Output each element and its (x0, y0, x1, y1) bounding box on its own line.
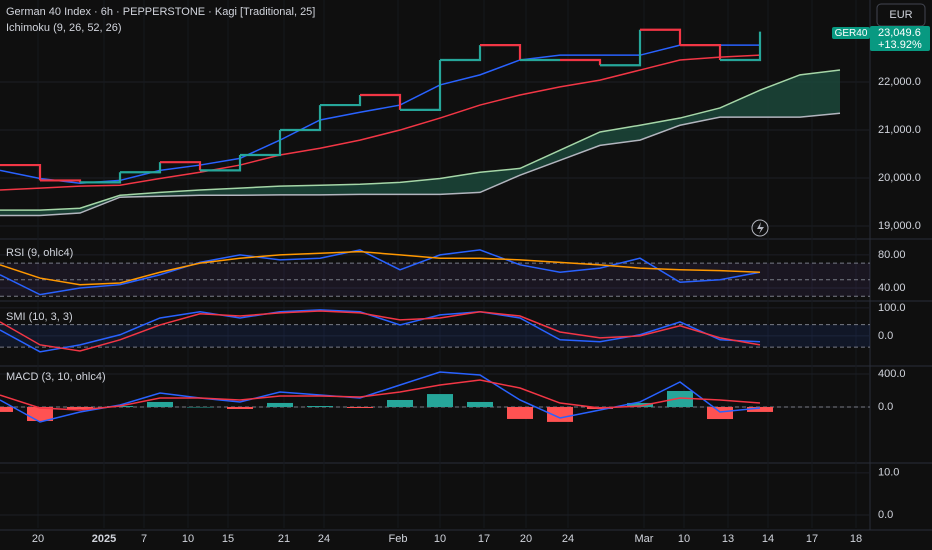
last-price: 23,049.6 (878, 27, 921, 39)
indicator-line (0, 54, 761, 191)
indicator-line (0, 69, 841, 211)
smi-title: SMI (10, 3, 3) (6, 311, 73, 323)
histogram-bar (147, 401, 173, 407)
x-tick-label: 10 (678, 533, 690, 545)
x-tick-label: 10 (182, 533, 194, 545)
kagi-segment (480, 44, 522, 60)
kagi-segment (360, 93, 402, 110)
x-tick-label: 7 (141, 533, 147, 545)
kagi-segment (80, 172, 122, 184)
x-tick-label: 24 (562, 533, 574, 545)
histogram-bar (707, 406, 733, 420)
kagi-segment (560, 58, 602, 66)
kagi-segment (680, 44, 722, 60)
y-tick-label: 40.00 (878, 282, 906, 294)
kagi-segment (160, 161, 202, 171)
indicator-line (0, 371, 761, 423)
histogram-bar (307, 406, 333, 407)
currency[interactable]: EUR (889, 9, 912, 21)
kagi-segment (440, 45, 482, 62)
x-tick-label: 21 (278, 533, 290, 545)
x-tick-label: 24 (318, 533, 330, 545)
kagi-segment (600, 29, 642, 67)
kagi-segment (640, 28, 682, 46)
kagi-segment (0, 163, 42, 181)
y-tick-label: 0.0 (878, 330, 893, 342)
kagi-segment (120, 162, 162, 174)
indicator-line (0, 112, 841, 217)
histogram-bar (427, 394, 453, 407)
y-tick-label: 19,000.0 (878, 220, 921, 232)
x-tick-label: 18 (850, 533, 862, 545)
histogram-bar (747, 406, 773, 412)
kagi-segment (200, 154, 242, 172)
y-tick-label: 80.00 (878, 249, 906, 261)
x-tick-label: 17 (478, 533, 490, 545)
y-tick-label: 400.0 (878, 368, 906, 380)
indicator-line (0, 379, 761, 411)
x-tick-label: 20 (32, 533, 44, 545)
histogram-bar (387, 399, 413, 407)
histogram-bar (67, 406, 93, 410)
histogram-bar (27, 406, 53, 422)
indicator-line (0, 249, 761, 296)
histogram-bar (667, 390, 693, 407)
y-tick-label: 21,000.0 (878, 124, 921, 136)
histogram-bar (0, 406, 13, 412)
macd-title: MACD (3, 10, ohlc4) (6, 371, 106, 383)
plot-area (0, 0, 870, 528)
histogram-bar (547, 406, 573, 422)
rsi-title: RSI (9, ohlc4) (6, 247, 73, 259)
indicator-line (0, 310, 761, 352)
histogram-bar (467, 401, 493, 407)
alert-icon[interactable] (751, 219, 769, 237)
y-tick-label: 0.0 (878, 401, 893, 413)
histogram-bar (347, 406, 373, 408)
y-tick-label: 22,000.0 (878, 76, 921, 88)
kagi-segment (320, 95, 362, 107)
y-tick-label: 20,000.0 (878, 172, 921, 184)
symbol-label: GER40 (835, 28, 868, 39)
y-tick-label: 100.0 (878, 302, 906, 314)
histogram-bar (267, 402, 293, 407)
histogram-bar (507, 406, 533, 419)
price-label-bg (870, 26, 930, 51)
kagi-segment (720, 31, 762, 62)
kagi-segment (240, 130, 282, 157)
x-tick-label: Mar (635, 533, 654, 545)
x-tick-label: 20 (520, 533, 532, 545)
x-tick-label: 14 (762, 533, 774, 545)
x-tick-label: 15 (222, 533, 234, 545)
histogram-bar (627, 402, 653, 407)
x-tick-label: Feb (389, 533, 408, 545)
indicator-line (0, 44, 760, 185)
kagi-segment (280, 105, 322, 132)
chart-title: German 40 Index · 6h · PEPPERSTONE · Kag… (6, 6, 315, 18)
price-change: +13.92% (878, 39, 922, 51)
y-tick-label: 0.0 (878, 509, 893, 521)
indicator-title: Ichimoku (9, 26, 52, 26) (6, 22, 122, 34)
histogram-bar (187, 406, 213, 408)
x-tick-label: 13 (722, 533, 734, 545)
x-tick-label: 2025 (92, 533, 116, 545)
alert-icon-bolt (757, 222, 764, 234)
y-tick-label: 10.0 (878, 467, 899, 479)
indicator-line (0, 250, 761, 286)
kagi-segment (400, 59, 442, 111)
ichimoku-cloud (0, 70, 840, 216)
x-tick-label: 17 (806, 533, 818, 545)
histogram-bar (227, 406, 253, 409)
x-tick-label: 10 (434, 533, 446, 545)
symbol-label-bg (832, 27, 870, 39)
